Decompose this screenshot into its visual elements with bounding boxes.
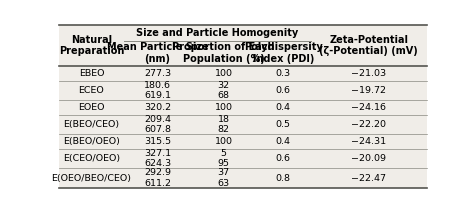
Text: −20.09: −20.09	[351, 154, 386, 163]
Text: −22.47: −22.47	[351, 174, 386, 183]
Text: 0.5: 0.5	[276, 120, 291, 129]
Text: E(BEO/CEO): E(BEO/CEO)	[64, 120, 119, 129]
Text: 0.6: 0.6	[276, 154, 291, 163]
Text: Size and Particle Homogenity: Size and Particle Homogenity	[136, 28, 298, 38]
Text: −22.20: −22.20	[351, 120, 386, 129]
Text: 0.6: 0.6	[276, 86, 291, 95]
Text: 0.3: 0.3	[276, 69, 291, 78]
Text: −21.03: −21.03	[351, 69, 386, 78]
Text: 0.8: 0.8	[276, 174, 291, 183]
Text: 292.9
611.2: 292.9 611.2	[144, 168, 171, 188]
Text: 5
95: 5 95	[218, 149, 229, 168]
Text: 327.1
624.3: 327.1 624.3	[144, 149, 171, 168]
Text: −24.31: −24.31	[351, 137, 386, 146]
Text: Proportion of Each
Population (%): Proportion of Each Population (%)	[173, 42, 275, 64]
Text: 277.3: 277.3	[144, 69, 171, 78]
Text: Polydispersity
Index (PDI): Polydispersity Index (PDI)	[244, 42, 323, 64]
Text: 100: 100	[215, 103, 233, 112]
Text: 0.4: 0.4	[276, 103, 291, 112]
Text: −19.72: −19.72	[351, 86, 386, 95]
Text: 180.6
619.1: 180.6 619.1	[144, 81, 171, 100]
Text: E(BEO/OEO): E(BEO/OEO)	[63, 137, 120, 146]
Text: 37
63: 37 63	[218, 168, 230, 188]
Text: Natural
Preparation: Natural Preparation	[59, 35, 124, 56]
Text: EOEO: EOEO	[78, 103, 105, 112]
Text: Zeta-Potential
(ζ-Potential) (mV): Zeta-Potential (ζ-Potential) (mV)	[319, 35, 418, 56]
Text: EBEO: EBEO	[79, 69, 104, 78]
Text: 32
68: 32 68	[218, 81, 230, 100]
Text: 0.4: 0.4	[276, 137, 291, 146]
Text: 320.2: 320.2	[144, 103, 171, 112]
Text: 18
82: 18 82	[218, 115, 229, 134]
Text: E(CEO/OEO): E(CEO/OEO)	[63, 154, 120, 163]
Text: 100: 100	[215, 137, 233, 146]
Text: 209.4
607.8: 209.4 607.8	[144, 115, 171, 134]
Text: −24.16: −24.16	[351, 103, 386, 112]
Text: E(OEO/BEO/CEO): E(OEO/BEO/CEO)	[51, 174, 131, 183]
Text: Mean Particle Size
(nm): Mean Particle Size (nm)	[107, 42, 209, 64]
Text: 315.5: 315.5	[144, 137, 171, 146]
Text: 100: 100	[215, 69, 233, 78]
Text: ECEO: ECEO	[79, 86, 104, 95]
